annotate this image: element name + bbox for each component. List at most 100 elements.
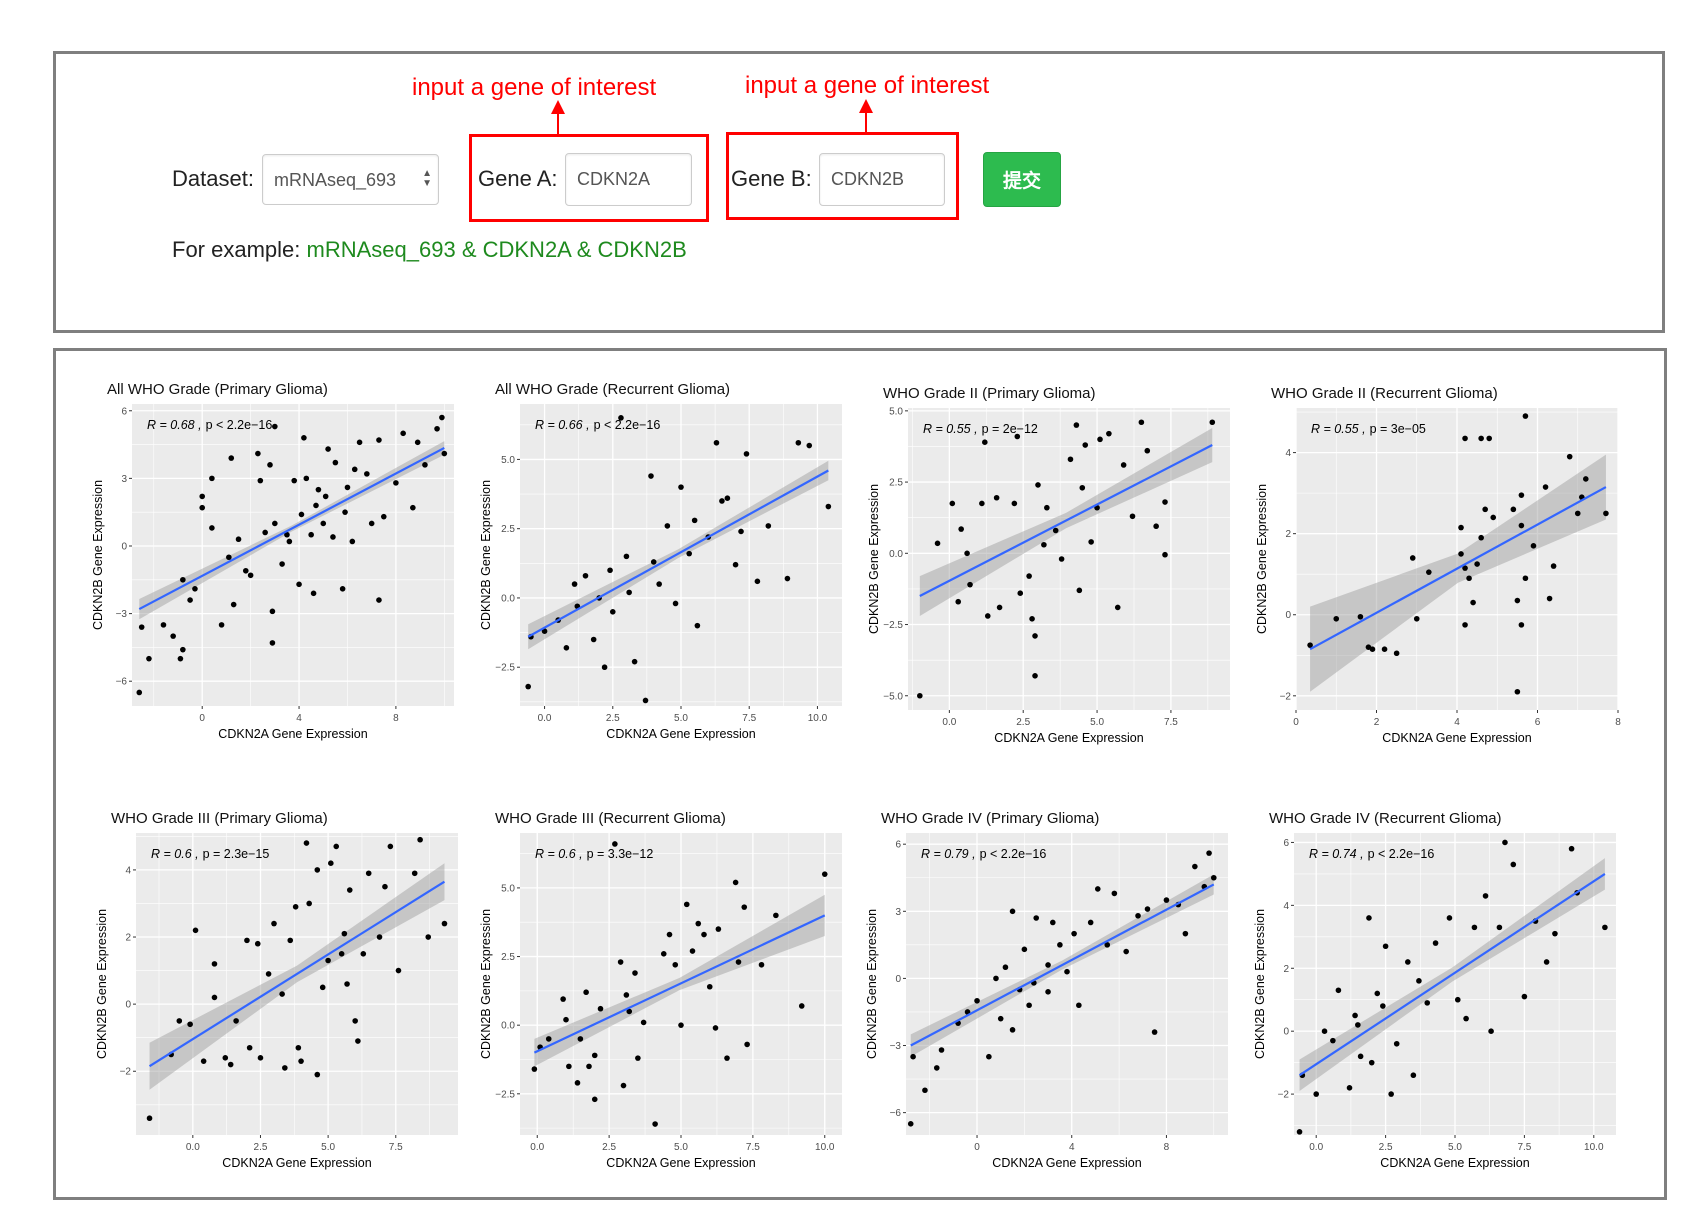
data-point	[344, 981, 350, 987]
data-point	[262, 529, 268, 536]
data-point	[330, 534, 336, 540]
data-point	[1462, 622, 1468, 628]
data-point	[795, 439, 802, 446]
data-point	[1106, 430, 1112, 437]
data-point	[1009, 908, 1016, 915]
y-tick-label: 0	[121, 541, 127, 552]
data-point	[1111, 890, 1118, 897]
data-point	[607, 567, 613, 574]
data-point	[689, 948, 696, 954]
data-point	[332, 459, 339, 466]
chart-svg: All WHO Grade (Recurrent Glioma) 0.0 2.5 5.…	[479, 381, 842, 741]
data-point	[199, 504, 206, 511]
data-point	[287, 937, 294, 944]
gene-a-label: Gene A:	[478, 166, 558, 191]
data-point	[1470, 599, 1476, 606]
data-point	[1510, 506, 1517, 513]
data-point	[411, 870, 418, 877]
y-axis-label: CDKN2B Gene Expression	[1253, 909, 1267, 1059]
gene-b-input[interactable]: CDKN2B	[819, 153, 945, 206]
data-point	[1474, 561, 1480, 567]
data-point	[582, 572, 589, 579]
x-tick-label: 6	[1535, 717, 1541, 728]
data-point	[417, 836, 423, 843]
example-link[interactable]: mRNAseq_693 & CDKN2A & CDKN2B	[306, 237, 687, 262]
chart-svg: WHO Grade II (Recurrent Glioma) 0 2 4 6 8 −2 0 2…	[1255, 385, 1621, 745]
data-point	[180, 576, 186, 583]
data-point	[1530, 543, 1537, 549]
data-point	[1426, 569, 1432, 575]
data-point	[211, 961, 218, 967]
r-value: R = 0.66 ,	[535, 418, 590, 432]
y-tick-label: 4	[1283, 901, 1289, 912]
data-point	[346, 887, 353, 893]
confidence-band	[534, 894, 825, 1067]
data-point	[1583, 476, 1589, 482]
data-point	[1129, 513, 1136, 520]
data-point	[1368, 1059, 1375, 1066]
data-point	[1094, 886, 1101, 892]
x-tick-label: 5.0	[1448, 1142, 1462, 1153]
x-tick-label: 5.0	[674, 1142, 688, 1153]
data-point	[279, 561, 285, 567]
data-point	[626, 1008, 633, 1015]
data-point	[563, 1016, 569, 1023]
data-point	[1144, 906, 1151, 912]
data-point	[356, 439, 363, 446]
y-tick-label: −2	[1278, 1090, 1290, 1101]
y-tick-label: −5.0	[883, 691, 903, 702]
data-point	[310, 590, 317, 597]
data-point	[246, 1044, 253, 1051]
data-point	[635, 1055, 641, 1061]
data-point	[650, 559, 657, 565]
x-axis-label: CDKN2A Gene Expression	[1380, 1156, 1529, 1170]
data-point	[601, 664, 608, 671]
data-point	[993, 975, 999, 982]
submit-button[interactable]: 提交	[983, 152, 1061, 207]
data-point	[209, 525, 215, 531]
data-point	[341, 930, 348, 937]
data-point	[583, 989, 589, 996]
data-point	[525, 683, 531, 690]
plot-panel	[906, 833, 1228, 1135]
data-point	[200, 1058, 207, 1064]
data-point	[319, 984, 326, 991]
data-point	[170, 633, 176, 639]
data-point	[380, 513, 387, 520]
data-point	[333, 843, 340, 850]
gene-a-input[interactable]: CDKN2A	[565, 153, 692, 206]
x-tick-label: 5.0	[674, 713, 688, 724]
data-point	[1488, 1028, 1494, 1034]
data-point	[325, 957, 331, 964]
dataset-select-value: mRNAseq_693	[274, 170, 397, 190]
dataset-select[interactable]: mRNAseq_693 ▲ ▼	[262, 154, 439, 205]
chart-title: All WHO Grade (Primary Glioma)	[107, 381, 328, 398]
x-tick-label: 0.0	[942, 717, 956, 728]
data-point	[732, 561, 739, 568]
y-tick-label: 2	[1283, 964, 1289, 975]
data-point	[1518, 492, 1525, 498]
chart-svg: WHO Grade IV (Recurrent Glioma) 0.0 2.5 5.0…	[1253, 810, 1616, 1170]
data-point	[590, 636, 597, 643]
data-point	[683, 901, 690, 908]
regression-line	[1298, 872, 1606, 1077]
data-point	[1071, 930, 1077, 937]
plot-panel	[136, 833, 458, 1135]
data-point	[382, 883, 388, 890]
x-axis-label: CDKN2A Gene Expression	[992, 1156, 1141, 1170]
correlation-stat: R = 0.66 , p < 2.2e−16	[535, 418, 660, 432]
data-point	[284, 531, 290, 538]
x-tick-label: 0.0	[530, 1142, 544, 1153]
data-point	[672, 600, 679, 607]
data-point	[1602, 924, 1608, 931]
data-point	[798, 1003, 805, 1009]
data-point	[226, 554, 232, 561]
data-point	[187, 1021, 193, 1028]
data-point	[257, 1055, 264, 1061]
data-point	[949, 500, 956, 507]
data-point	[691, 517, 698, 524]
data-point	[233, 1018, 239, 1024]
data-point	[1097, 436, 1103, 443]
data-point	[933, 1065, 940, 1071]
data-point	[1014, 433, 1021, 440]
